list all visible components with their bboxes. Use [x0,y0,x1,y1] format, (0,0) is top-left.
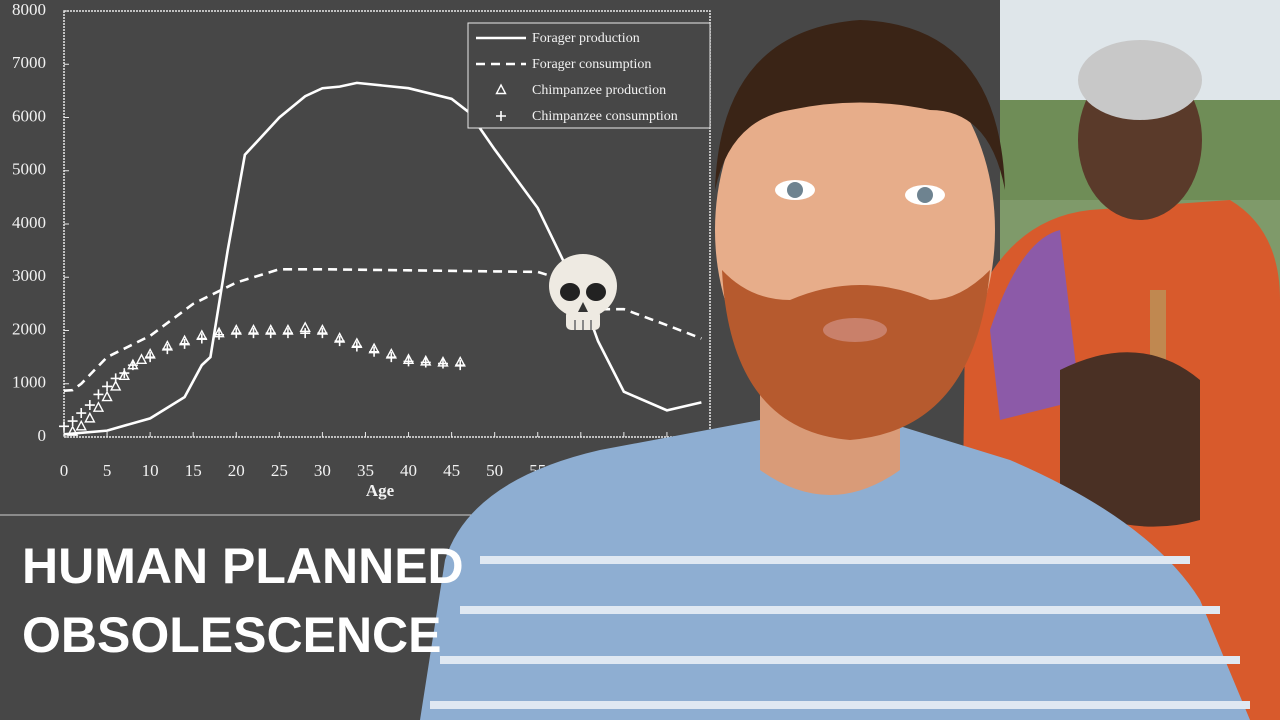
plus-marker [496,111,506,121]
x-tick-label: 15 [185,461,202,480]
legend-label: Chimpanzee consumption [532,109,678,124]
plus-marker [248,328,259,339]
y-tick-label: 5000 [12,160,46,179]
plus-marker [455,360,466,371]
plus-marker [351,341,362,352]
x-tick-label: 50 [486,461,503,480]
triangle-marker [84,411,96,423]
plus-marker [179,338,190,349]
photo-woman [960,0,1280,720]
plus-marker [76,408,87,419]
y-tick-label: 3000 [12,266,46,285]
plus-marker [127,360,138,371]
y-tick-label: 8000 [12,0,46,19]
x-tick-label: 45 [443,461,460,480]
legend-label: Forager consumption [532,57,651,72]
plus-marker [386,352,397,363]
plus-marker [145,352,156,363]
plus-marker [196,333,207,344]
legend-box [467,22,711,129]
plus-marker [119,368,130,379]
x-tick-label: 0 [60,461,69,480]
plus-marker [282,328,293,339]
triangle-marker [118,369,130,380]
plus-marker [231,328,242,339]
photo-man [420,20,1250,720]
skull-icon [549,254,617,330]
triangle-marker [110,379,122,391]
plus-marker [67,416,78,427]
plus-marker [214,329,225,340]
triangle-marker [495,83,507,95]
x-tick-label: 10 [142,461,159,480]
plus-marker [102,381,113,392]
series-line [63,267,702,392]
caption-line: HUMAN PLANNED [22,538,464,594]
plus-marker [59,421,69,432]
y-tick-label: 1000 [12,373,46,392]
plus-marker [334,336,345,347]
plus-marker [265,328,276,339]
legend-label: Chimpanzee production [532,83,666,98]
plus-marker [317,328,328,339]
x-tick-label: 20 [228,461,245,480]
x-tick-label: 5 [103,461,112,480]
plus-marker [110,373,121,384]
y-tick-label: 2000 [12,319,46,338]
y-tick-label: 4000 [12,213,46,232]
x-axis-label: Age [366,481,395,500]
x-tick-label: 40 [400,461,417,480]
triangle-marker [135,353,148,364]
plus-marker [403,356,414,367]
triangle-marker [101,390,113,402]
x-tick-label: 25 [271,461,288,480]
plus-marker [84,400,95,411]
chart: 0 1000 2000 3000 4000 5000 6000 7000 8000 0 5 10 15 2… [12,0,711,500]
plus-marker [437,358,448,369]
triangle-marker [92,401,105,412]
triangle-marker [66,425,79,436]
x-tick-label: 35 [357,461,374,480]
plus-marker [162,344,173,355]
y-tick-label: 0 [38,426,47,445]
caption-line: OBSOLESCENCE [22,607,442,663]
plus-marker [369,346,380,357]
y-tick-label: 7000 [12,53,46,72]
plus-marker [93,389,104,400]
legend-label: Forager production [532,31,640,46]
plus-marker [300,328,311,339]
triangle-marker [75,419,87,431]
x-tick-label: 30 [314,461,331,480]
y-tick-label: 6000 [12,106,46,125]
plus-marker [420,357,431,368]
